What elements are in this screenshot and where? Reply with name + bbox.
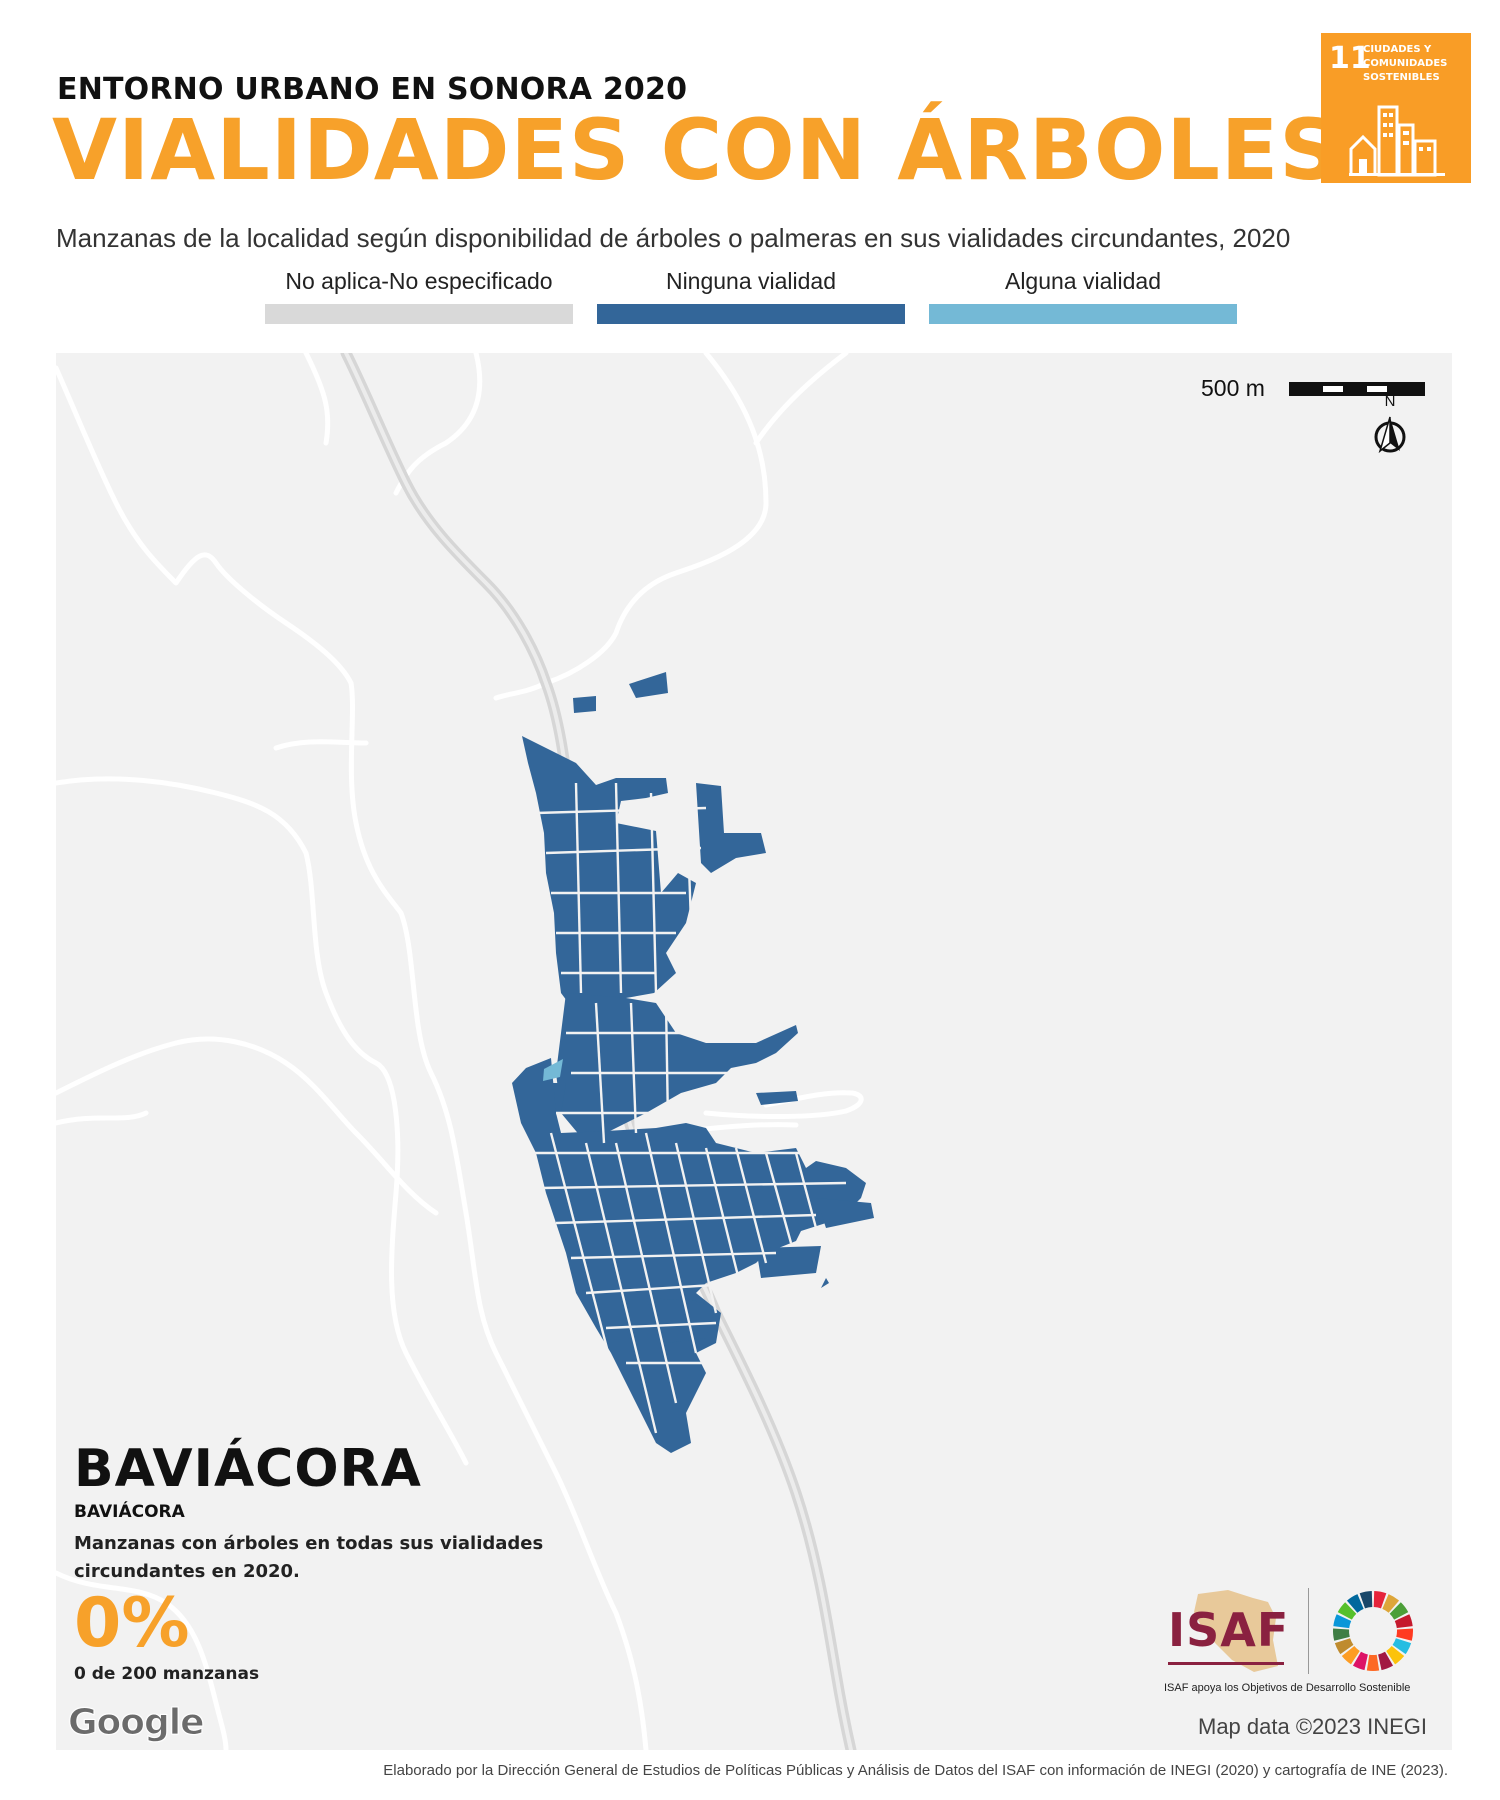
logos-block: ISAF ISAF apoya los Objetivos de Desarro… [1158,1588,1452,1698]
sdg-wheel-segment [1386,1646,1405,1665]
indicator-percentage: 0% [74,1584,190,1663]
sdg-number: 11 [1329,41,1371,76]
sonora-map-icon [1194,1590,1278,1672]
north-label: N [1384,393,1396,410]
logos-divider [1308,1588,1309,1674]
indicator-count: 0 de 200 manzanas [74,1664,260,1684]
sdg-wheel-segment [1346,1594,1364,1613]
sdg-wheel-segment [1373,1591,1387,1609]
legend-item-ninguna: Ninguna vialidad [597,268,905,324]
sdg-text: CIUDADES Y COMUNIDADES SOSTENIBLES [1363,44,1448,83]
logos-caption: ISAF apoya los Objetivos de Desarrollo S… [1164,1682,1411,1694]
report-kicker: ENTORNO URBANO EN SONORA 2020 [57,72,688,107]
sdg-wheel-segment [1392,1638,1412,1655]
page-title: VIALIDADES CON ÁRBOLES [52,101,1341,199]
north-arrow-icon [1374,416,1406,454]
isaf-logo-text: ISAF [1168,1603,1290,1657]
sdg-wheel-segment [1333,1628,1350,1641]
sdg-wheel-segment [1333,1614,1352,1629]
scale-bar-graphic [1289,382,1425,396]
legend-swatch [265,304,573,324]
north-arrow: N [1368,393,1412,459]
locality-panel: BAVIÁCORA BAVIÁCORA Manzanas con árboles… [74,1443,554,1684]
city-buildings-icon [1349,105,1445,177]
sdg-wheel-segment [1389,1602,1409,1620]
sdg-wheel-segment [1334,1638,1354,1655]
sdg-wheel-segment [1378,1651,1394,1671]
legend-label: Alguna vialidad [1004,268,1161,294]
sdg-wheel-segment [1396,1628,1413,1641]
sdg-wheel-segment [1341,1646,1360,1665]
legend-swatch [929,304,1237,324]
sdg-wheel-segment [1352,1651,1368,1671]
page-subtitle: Manzanas de la localidad según disponibi… [56,223,1291,253]
sdg-wheel-segment [1359,1591,1373,1609]
legend-label: Ninguna vialidad [665,268,837,294]
sdg-wheel-segment [1366,1654,1380,1671]
indicator-description: Manzanas con árboles en todas sus vialid… [74,1533,544,1582]
alguna-vialidad-block [543,1059,563,1081]
sdg-wheel-segment [1382,1594,1400,1613]
sdg-wheel-icon [1333,1591,1413,1671]
sdg-wheel-segment [1394,1614,1413,1629]
google-logo: Google [68,1702,206,1744]
basemap [56,353,874,1750]
sdg-11-badge: 11 CIUDADES Y COMUNIDADES SOSTENIBLES [1321,33,1471,183]
sdg-wheel-segment [1337,1602,1357,1620]
map-panel[interactable]: 500 m N BAVIÁCORA BAVIÁCORA Manzanas con… [56,353,1452,1750]
locality-name: BAVIÁCORA [74,1439,422,1499]
isaf-logo-underline [1168,1662,1284,1665]
map-attribution: Map data ©2023 INEGI [1198,1714,1428,1739]
municipality-name: BAVIÁCORA [74,1502,185,1522]
footer-credits: Elaborado por la Dirección General de Es… [383,1762,1448,1779]
legend-item-alguna: Alguna vialidad [929,268,1237,324]
scale-label: 500 m [1201,375,1265,401]
legend-label: No aplica-No especificado [285,268,553,294]
legend-swatch [597,304,905,324]
legend-item-no-aplica: No aplica-No especificado [265,268,573,324]
